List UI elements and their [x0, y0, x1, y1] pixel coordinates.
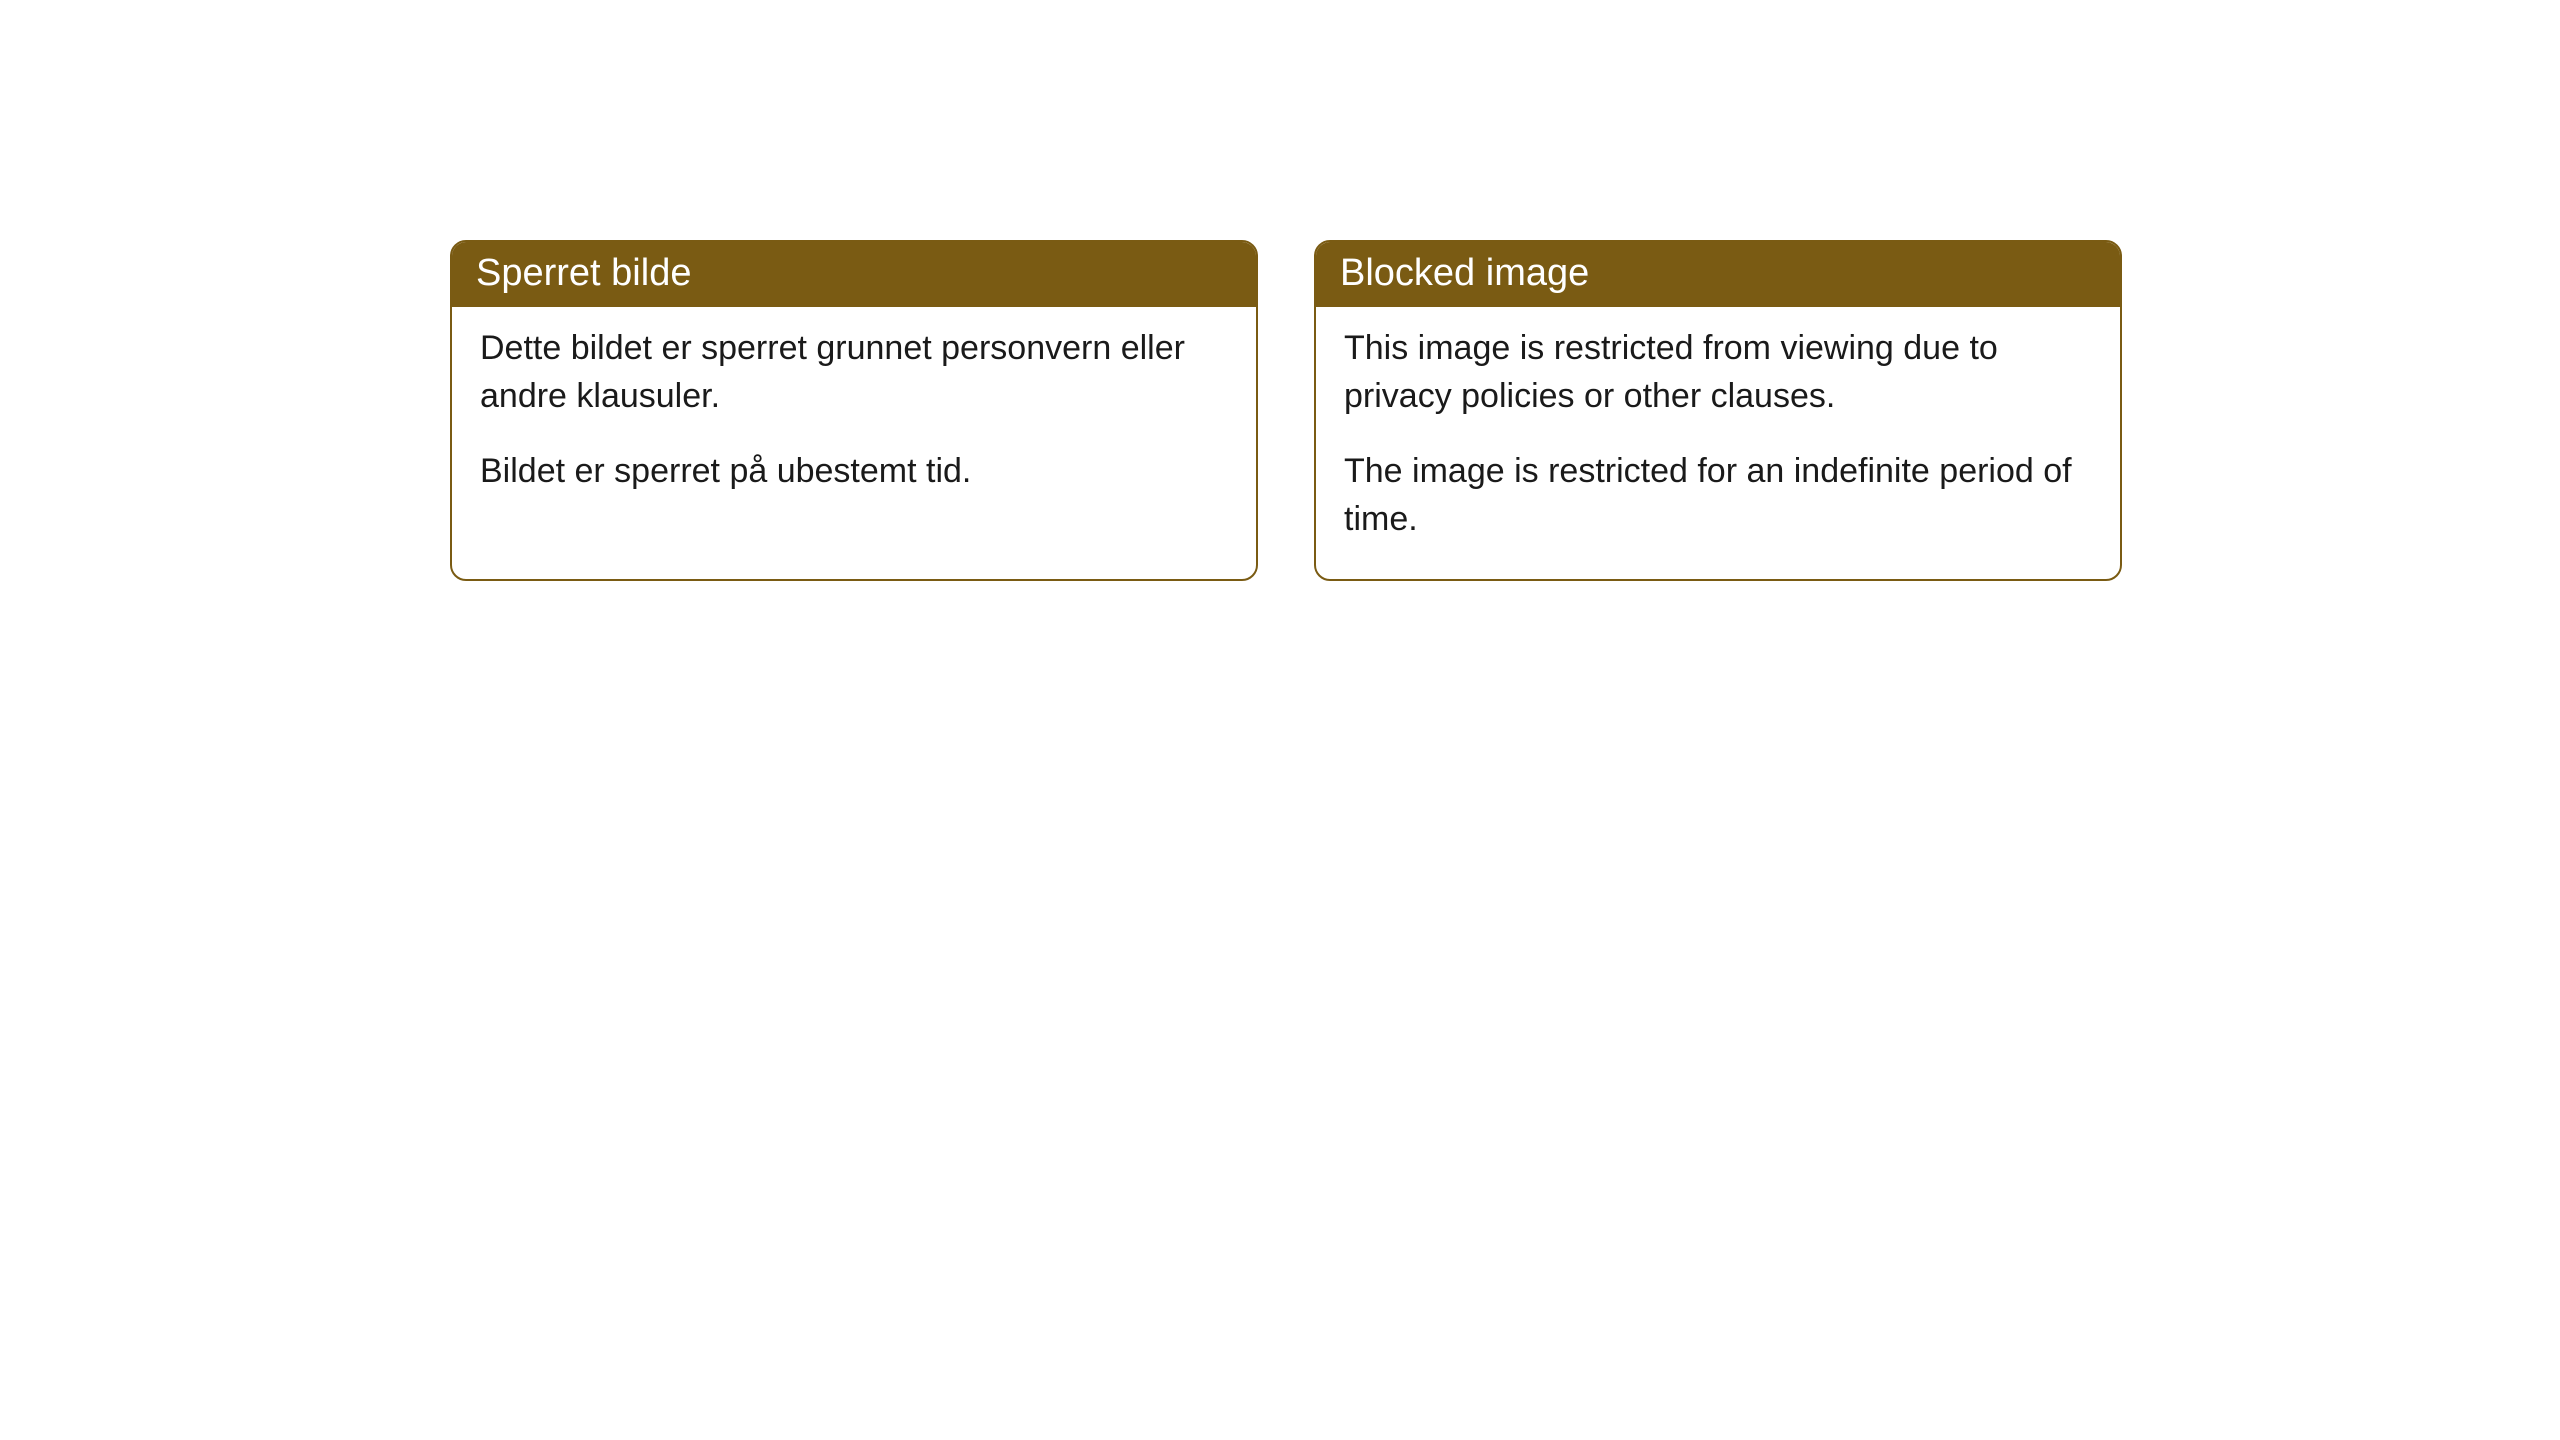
cards-container: Sperret bilde Dette bildet er sperret gr… [0, 0, 2560, 581]
card-paragraph: The image is restricted for an indefinit… [1344, 448, 2092, 543]
card-paragraph: This image is restricted from viewing du… [1344, 325, 2092, 420]
card-title: Sperret bilde [452, 242, 1256, 307]
card-paragraph: Bildet er sperret på ubestemt tid. [480, 448, 1228, 496]
blocked-image-card-norwegian: Sperret bilde Dette bildet er sperret gr… [450, 240, 1258, 581]
card-title: Blocked image [1316, 242, 2120, 307]
card-body: Dette bildet er sperret grunnet personve… [452, 307, 1256, 532]
card-paragraph: Dette bildet er sperret grunnet personve… [480, 325, 1228, 420]
card-body: This image is restricted from viewing du… [1316, 307, 2120, 579]
blocked-image-card-english: Blocked image This image is restricted f… [1314, 240, 2122, 581]
